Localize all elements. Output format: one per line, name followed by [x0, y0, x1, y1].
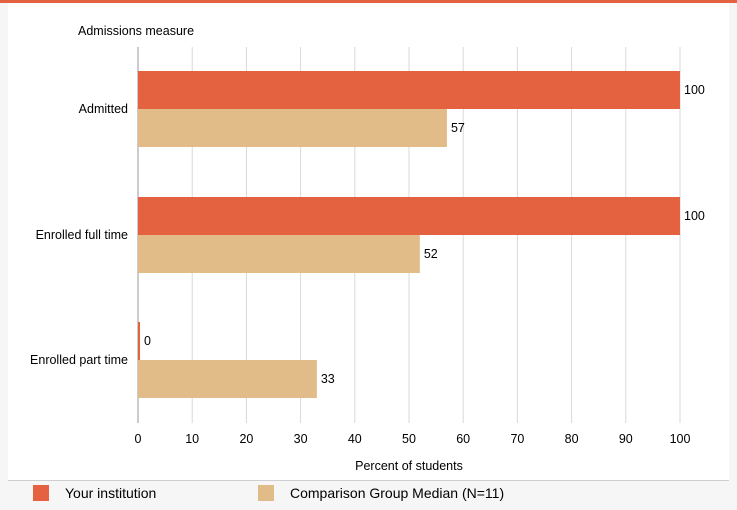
- legend-item-comparison-group: Comparison Group Median (N=11): [258, 485, 504, 501]
- bar-your-institution: [138, 71, 680, 109]
- x-tick-label: 10: [185, 432, 199, 446]
- bar-comparison-group: [138, 109, 447, 147]
- legend-item-your-institution: Your institution: [33, 485, 156, 501]
- x-tick-label: 90: [619, 432, 633, 446]
- category-labels: Admitted Enrolled full time Enrolled part …: [30, 102, 128, 367]
- data-label: 33: [321, 372, 335, 386]
- top-accent-rule: [0, 0, 737, 3]
- legend-divider: [8, 480, 729, 481]
- data-label: 0: [144, 334, 151, 348]
- x-tick-label: 0: [135, 432, 142, 446]
- chart-title: Admissions measure: [78, 24, 194, 38]
- legend-label-your-institution: Your institution: [65, 485, 157, 501]
- bar-comparison-group: [138, 235, 420, 273]
- bar-your-institution: [138, 322, 140, 360]
- x-tick-label: 30: [294, 432, 308, 446]
- category-label: Enrolled part time: [30, 353, 128, 367]
- data-label: 100: [684, 83, 705, 97]
- x-tick-label: 20: [239, 432, 253, 446]
- bars-layer: 100 57 100 52 0 33: [138, 71, 705, 398]
- x-tick-label: 70: [510, 432, 524, 446]
- legend: Your institution Comparison Group Median…: [0, 485, 737, 507]
- x-tick-label: 50: [402, 432, 416, 446]
- x-tick-label: 100: [670, 432, 691, 446]
- x-tick-labels: 0 10 20 30 40 50 60 70 80 90 100: [135, 432, 691, 446]
- data-label: 57: [451, 121, 465, 135]
- bar-comparison-group: [138, 360, 317, 398]
- x-axis-label: Percent of students: [355, 459, 463, 473]
- legend-swatch-comparison-group: [258, 485, 274, 501]
- x-tick-label: 40: [348, 432, 362, 446]
- category-label: Admitted: [79, 102, 128, 116]
- bar-your-institution: [138, 197, 680, 235]
- category-label: Enrolled full time: [36, 228, 128, 242]
- data-label: 100: [684, 209, 705, 223]
- x-tick-label: 80: [565, 432, 579, 446]
- x-tick-label: 60: [456, 432, 470, 446]
- legend-label-comparison-group: Comparison Group Median (N=11): [290, 485, 505, 501]
- legend-swatch-your-institution: [33, 485, 49, 501]
- data-label: 52: [424, 247, 438, 261]
